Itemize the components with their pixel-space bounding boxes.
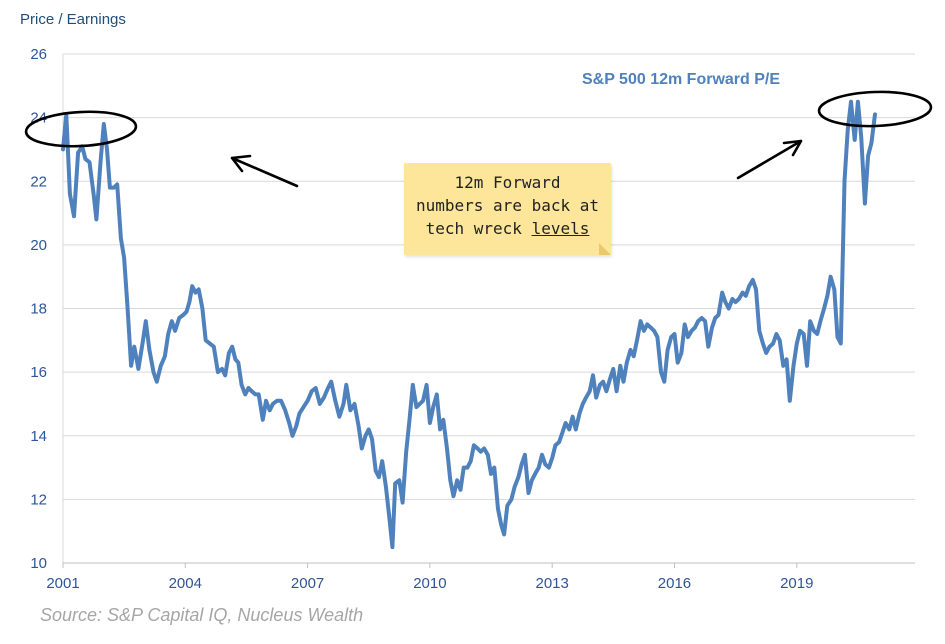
sticky-note: 12m Forward numbers are back at tech wre… (404, 163, 611, 255)
note-line-3: tech wreck levels (404, 217, 611, 240)
x-tick-labels: 2001 2004 2007 2010 2013 2016 2019 (46, 575, 813, 592)
x-tick-label: 2004 (169, 575, 202, 592)
y-tick-label: 16 (30, 364, 47, 381)
source-note: Source: S&P Capital IQ, Nucleus Wealth (40, 605, 364, 625)
y-tick-label: 20 (30, 237, 47, 254)
note-line-3-prefix: tech wreck (425, 219, 532, 238)
series-line-0 (61, 99, 877, 550)
x-tick-label: 2019 (780, 575, 813, 592)
x-tick-label: 2007 (291, 575, 324, 592)
x-tick-label: 2016 (658, 575, 691, 592)
left-arrow (230, 154, 299, 188)
axes (62, 54, 915, 568)
note-line-2: numbers are back at (415, 196, 600, 215)
x-tick-label: 2001 (46, 575, 79, 592)
x-tick-label: 2013 (535, 575, 568, 592)
gridlines (63, 53, 915, 500)
right-peak-circle (817, 90, 933, 128)
y-tick-label: 14 (30, 428, 47, 445)
right-arrow (736, 139, 803, 180)
x-tick-label: 2010 (413, 575, 446, 592)
hand-drawn-annotations (24, 90, 933, 188)
series-title: S&P 500 12m Forward P/E (582, 71, 781, 88)
y-tick-label: 10 (30, 555, 47, 572)
sticky-note-text: 12m Forward numbers are back at tech wre… (404, 171, 611, 240)
series-lines (61, 99, 877, 550)
y-tick-label: 12 (30, 491, 47, 508)
left-peak-circle (24, 110, 138, 148)
note-line-1: 12m Forward (454, 173, 561, 192)
y-tick-label: 26 (30, 46, 47, 63)
y-tick-label: 18 (30, 301, 47, 318)
sticky-note-fold (599, 243, 611, 255)
y-axis-title: Price / Earnings (20, 11, 126, 28)
y-tick-label: 22 (30, 173, 47, 190)
note-line-3-underlined: levels (531, 219, 590, 238)
